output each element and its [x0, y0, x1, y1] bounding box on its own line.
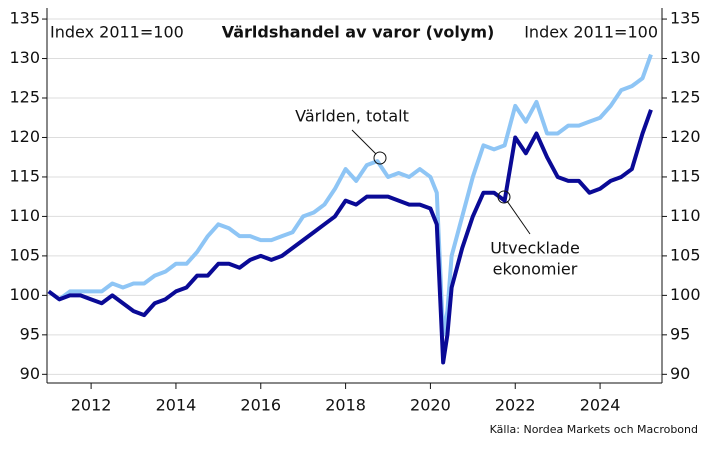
- annotation: Världen, totalt: [295, 107, 409, 126]
- y-tick-label: 95: [20, 324, 40, 343]
- y2-tick-label: 90: [670, 364, 690, 383]
- x-tick-label: 2022: [495, 396, 536, 415]
- y-tick-label: 130: [9, 48, 40, 67]
- x-tick-label: 2020: [410, 396, 451, 415]
- x-tick-label: 2024: [580, 396, 621, 415]
- y-tick-label: 135: [9, 9, 40, 28]
- y2-tick-label: 115: [670, 166, 701, 185]
- source: Källa: Nordea Markets och Macrobond: [490, 423, 698, 436]
- y2-tick-label: 125: [670, 88, 701, 107]
- x-tick-label: 2012: [71, 396, 112, 415]
- x-tick-label: 2016: [240, 396, 281, 415]
- pointer: [506, 200, 531, 235]
- pointer: [351, 129, 377, 155]
- y-tick-label: 100: [9, 285, 40, 304]
- y-tick-label: 115: [9, 166, 40, 185]
- y2-tick-label: 100: [670, 285, 701, 304]
- x-tick-label: 2014: [156, 396, 197, 415]
- y2-tick-label: 130: [670, 48, 701, 67]
- series-line: [47, 109, 653, 365]
- chart-title: Världshandel av varor (volym): [222, 23, 495, 42]
- y2-tick-label: 120: [670, 127, 701, 146]
- annotation-marker: [373, 151, 387, 165]
- y-tick-label: 125: [9, 88, 40, 107]
- annotation: ekonomier: [493, 260, 578, 279]
- series-line: [47, 53, 653, 337]
- y-tick-label: 120: [9, 127, 40, 146]
- y2-tick-label: 95: [670, 324, 690, 343]
- y2-tick-label: 135: [670, 9, 701, 28]
- y-tick-label: 110: [9, 206, 40, 225]
- y-tick-label: 105: [9, 245, 40, 264]
- y2-label: Index 2011=100: [524, 23, 658, 42]
- y-tick-label: 90: [20, 364, 40, 383]
- x-tick-label: 2018: [325, 396, 366, 415]
- y-label: Index 2011=100: [50, 23, 184, 42]
- y2-tick-label: 110: [670, 206, 701, 225]
- annotation: Utvecklade: [490, 239, 580, 258]
- annotation-marker: [497, 190, 511, 204]
- y2-tick-label: 105: [670, 245, 701, 264]
